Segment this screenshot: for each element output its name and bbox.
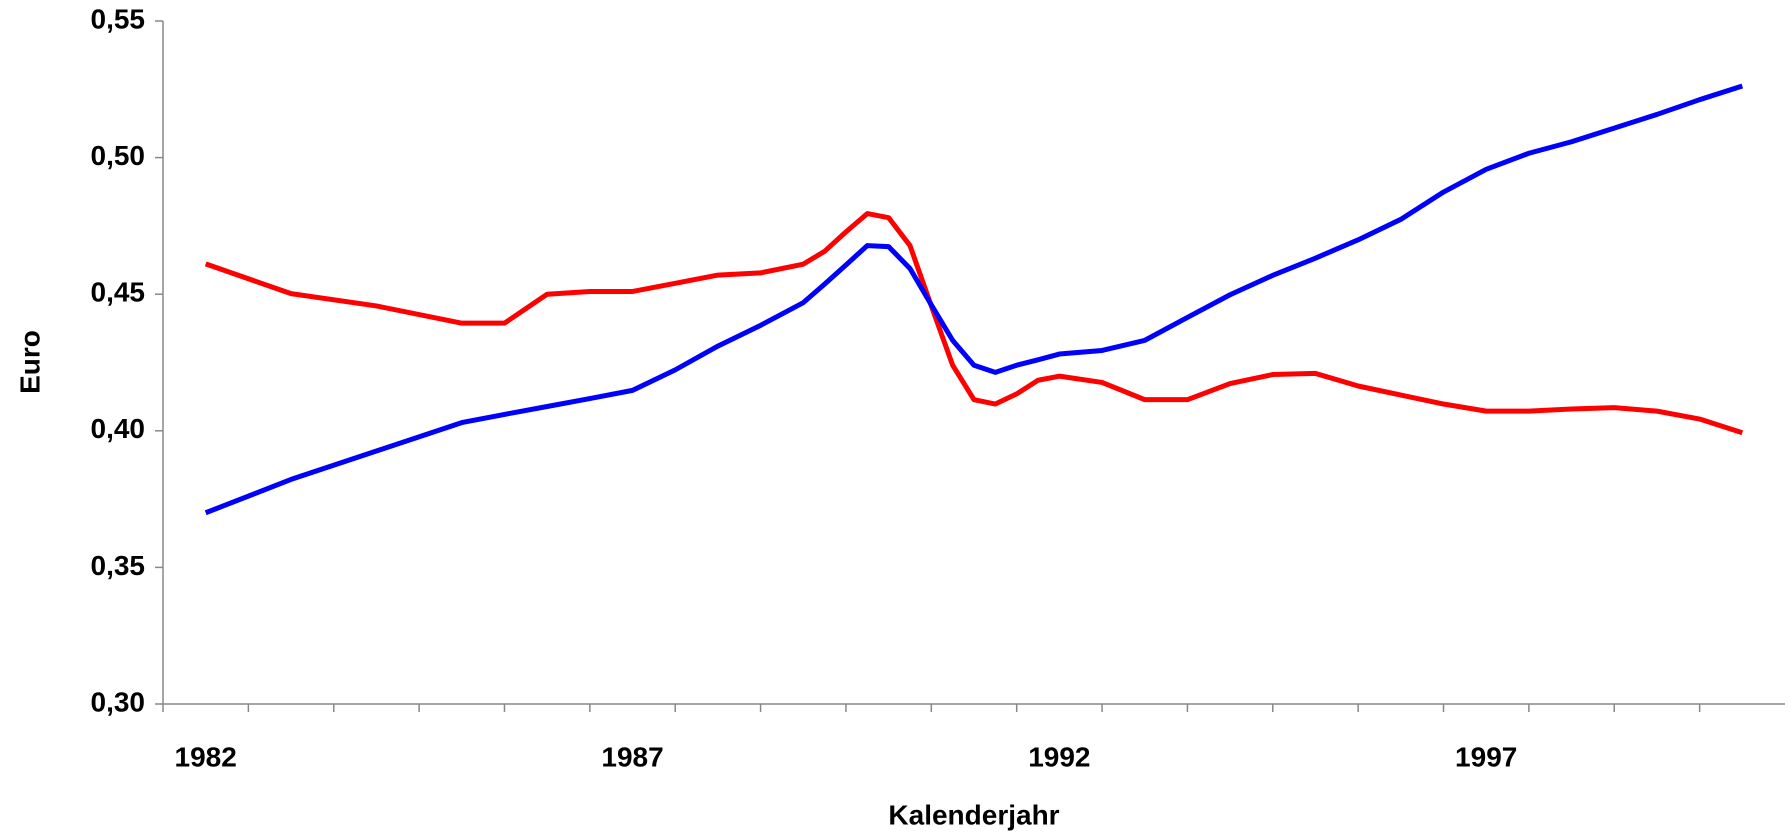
- x-tick-label: 1992: [1028, 741, 1090, 772]
- y-tick-label: 0,50: [91, 140, 146, 171]
- y-tick-label: 0,40: [91, 413, 146, 444]
- y-axis-title: Euro: [14, 330, 45, 394]
- y-tick-label: 0,55: [91, 3, 146, 34]
- x-tick-label: 1982: [175, 741, 237, 772]
- y-tick-label: 0,35: [91, 550, 146, 581]
- line-series: [204, 211, 1744, 436]
- x-tick-label: 1987: [601, 741, 663, 772]
- y-tick-label: 0,45: [91, 277, 146, 308]
- y-tick-label: 0,30: [91, 686, 146, 717]
- x-tick-label: 1997: [1455, 741, 1517, 772]
- x-axis-title: Kalenderjahr: [888, 799, 1059, 830]
- line-series: [204, 83, 1744, 516]
